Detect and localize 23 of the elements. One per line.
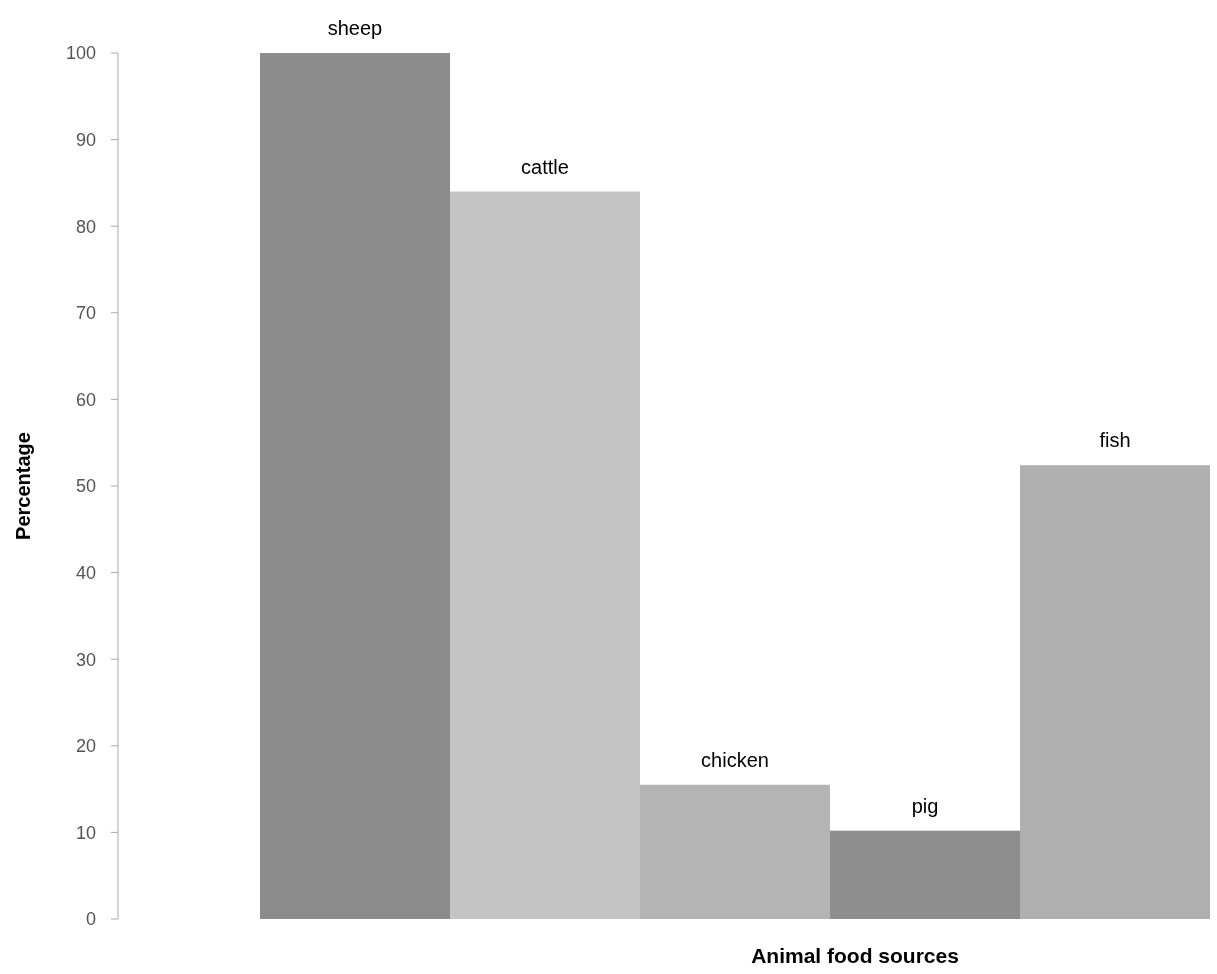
x-tick-label: cattle (521, 155, 569, 178)
y-tick-label: 50 (75, 476, 96, 497)
bar (640, 784, 830, 919)
x-axis-title: Animal food sources (751, 944, 959, 967)
x-tick-label: fish (1099, 429, 1131, 452)
y-tick-label: 100 (65, 43, 96, 64)
y-tick-label: 20 (75, 736, 96, 757)
y-tick-label: 60 (75, 389, 96, 410)
bar (450, 191, 640, 919)
bar (260, 53, 450, 919)
y-tick-label: 10 (75, 822, 96, 843)
x-tick-label: pig (911, 794, 939, 817)
y-tick-label: 0 (85, 909, 96, 930)
y-tick-label: 30 (75, 649, 96, 670)
bar (1020, 465, 1210, 919)
y-tick-label: 80 (75, 216, 96, 237)
x-tick-label: chicken (701, 748, 769, 771)
y-axis-title: Percentage (12, 432, 34, 540)
y-tick-label: 70 (75, 303, 96, 324)
x-tick-label: sheep (327, 17, 383, 39)
y-tick-label: 90 (75, 129, 96, 150)
y-tick-label: 40 (75, 562, 96, 583)
bar (830, 830, 1020, 919)
